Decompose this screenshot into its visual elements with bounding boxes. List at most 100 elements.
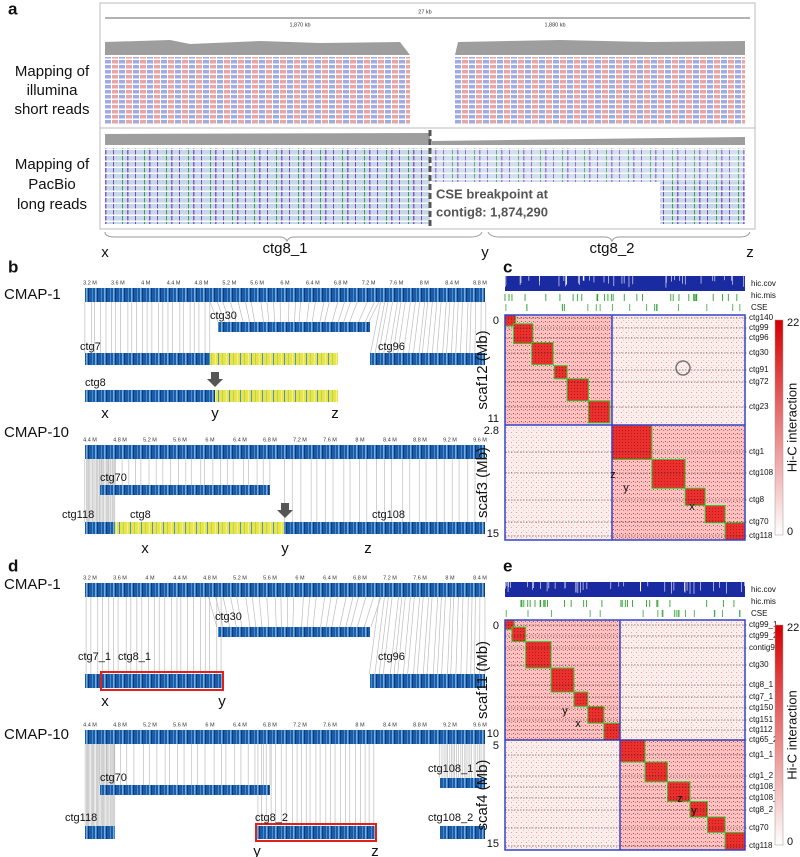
alignment-line: [236, 596, 243, 628]
segment-brace: [487, 231, 751, 243]
colorbar-title: Hi-C interaction: [784, 383, 799, 473]
contig-map: [85, 826, 115, 839]
map-tick-label: 8.4 M: [445, 280, 459, 286]
map-tick-label: 3.6 M: [113, 575, 127, 581]
point-label: z: [364, 540, 372, 557]
map-tick-label: 7.6 M: [323, 722, 337, 728]
alignment-line: [350, 596, 359, 628]
annotation: contig8: 1,874,290: [436, 204, 548, 219]
alignment-line: [392, 301, 402, 354]
alignment-line: [382, 596, 393, 675]
hic-block: [511, 626, 527, 643]
alignment-line: [446, 301, 451, 354]
contig-label: ctg1_1: [749, 750, 774, 759]
alignment-line: [374, 596, 385, 675]
contig-label: ctg8: [85, 377, 106, 389]
alignment-line: [421, 301, 429, 354]
contig-label: ctg8_2: [749, 805, 774, 814]
alignment-line: [389, 596, 399, 675]
range-label: 10: [487, 728, 499, 740]
point-label: z: [331, 405, 339, 422]
map-tick-label: 8.4 M: [383, 437, 397, 443]
contig-map: [100, 785, 270, 795]
map-name: CMAP-10: [4, 726, 69, 743]
track-label: CSE: [751, 303, 767, 312]
alignment-line: [331, 301, 339, 323]
map-tick-label: 6.4 M: [233, 437, 247, 443]
contig-label: ctg70: [100, 472, 127, 484]
hic-block: [531, 342, 554, 365]
contig-label: ctg30: [210, 310, 237, 322]
alignment-line: [337, 301, 345, 323]
track-label: hic.cov: [751, 585, 776, 594]
track-label: CSE: [751, 609, 767, 618]
contig-label: ctg99: [749, 323, 769, 332]
coverage-track: [105, 133, 745, 145]
panel-label: e: [503, 556, 512, 575]
map-tick-label: 7.6 M: [323, 437, 337, 443]
hic-block: [573, 691, 589, 707]
contig-label: ctg72: [749, 377, 769, 386]
scaffold-label: scaf12 (Mb): [474, 330, 491, 409]
map-tick-label: 7.2 M: [362, 280, 376, 286]
hic-block: [619, 739, 646, 763]
contig-map: [85, 674, 100, 688]
map-name: CMAP-1: [4, 576, 61, 593]
alignment-line: [408, 301, 416, 354]
map-tick-label: 6.8 M: [353, 575, 367, 581]
heatmap-frame: [504, 314, 746, 541]
alignment-line: [222, 596, 231, 628]
breakpoint-arrow: [277, 503, 293, 518]
alignment-line: [298, 301, 301, 323]
contig-label: ctg108: [372, 509, 405, 521]
contig-map: [440, 778, 485, 788]
alignment-line: [209, 301, 219, 323]
alignment-line: [397, 596, 406, 675]
range-label: 0: [493, 620, 499, 632]
map-tick-label: 6.4 M: [233, 722, 247, 728]
alignment-line: [324, 301, 330, 323]
hic-block: [644, 761, 668, 783]
map-tick-label: 4.8 M: [195, 280, 209, 286]
alignment-line: [418, 301, 426, 354]
alignment-line: [455, 301, 459, 354]
point-label: y: [281, 540, 289, 557]
map-tick-label: 4.4 M: [83, 722, 97, 728]
alignment-line: [356, 596, 367, 628]
hic-quadrant: [620, 620, 745, 740]
contig-label: ctg151: [749, 715, 774, 724]
long-reads: [432, 148, 745, 182]
range-label: 11: [488, 413, 499, 425]
alignment-line: [460, 596, 464, 675]
hic-quadrant: [505, 425, 612, 540]
map-tick-label: 4.4 M: [83, 437, 97, 443]
alignment-line: [260, 301, 264, 323]
alignment-line: [250, 301, 256, 323]
scaffold-label: scaf11 (Mb): [474, 641, 491, 719]
colorbar-max: 22: [787, 622, 799, 634]
map-letter: x: [689, 501, 695, 513]
alignment-line: [339, 596, 347, 628]
map-tick-label: 9.6 M: [473, 722, 487, 728]
hic-block: [587, 400, 611, 424]
contig-label: contig96: [749, 643, 780, 652]
map-name: CMAP-1: [4, 286, 61, 303]
contig-label: ctg118: [749, 531, 773, 540]
track-label: Mapping of: [15, 63, 90, 80]
map-letter: z: [610, 469, 616, 481]
alignment-line: [251, 596, 257, 628]
alignment-line: [292, 596, 295, 628]
alignment-line: [460, 301, 463, 354]
map-tick-label: 7.2 M: [293, 722, 307, 728]
contig-map: [100, 485, 270, 495]
alignment-line: [426, 596, 433, 675]
contig-label: ctg70: [100, 772, 127, 784]
highlight-box: [255, 823, 377, 842]
contig-label: ctg118: [62, 509, 94, 521]
panel-label: b: [8, 257, 18, 276]
range-label: 15: [487, 838, 499, 850]
contig-label: ctg7_1: [749, 692, 774, 701]
point-label: x: [101, 244, 109, 261]
alignment-line: [431, 301, 438, 354]
map-tick-label: 4.4 M: [167, 280, 181, 286]
